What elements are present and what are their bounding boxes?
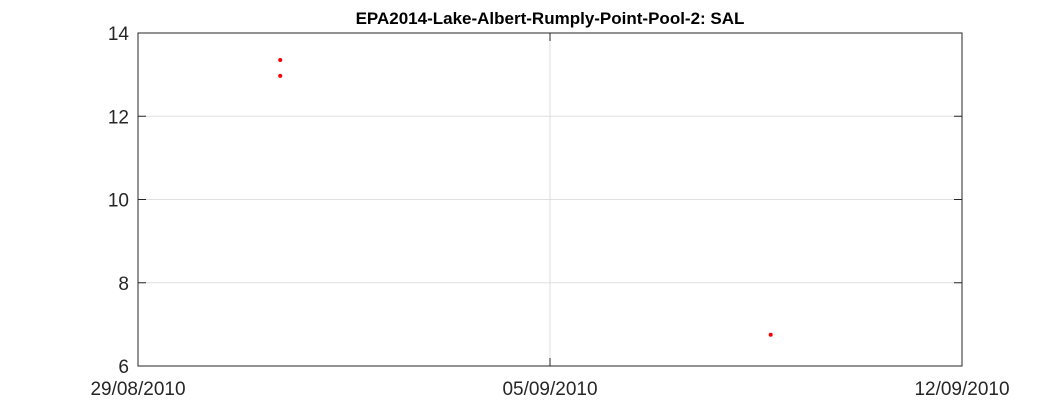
data-points [278, 58, 773, 337]
x-tick-label: 05/09/2010 [502, 379, 597, 400]
y-tick-label: 6 [118, 357, 129, 378]
grid-lines [138, 33, 962, 366]
x-tick-label: 12/09/2010 [914, 379, 1009, 400]
x-tick-label: 29/08/2010 [90, 379, 185, 400]
y-tick-label: 12 [108, 107, 129, 128]
data-point [278, 73, 283, 78]
chart-title: EPA2014-Lake-Albert-Rumply-Point-Pool-2:… [356, 9, 745, 28]
y-tick-label: 10 [108, 191, 129, 212]
x-axis-ticks: 29/08/2010 05/09/2010 12/09/2010 [90, 33, 1010, 400]
data-point [768, 332, 773, 337]
y-axis-ticks: 6 8 10 12 14 [108, 24, 962, 378]
data-point [278, 58, 283, 63]
y-tick-label: 14 [108, 24, 130, 45]
y-tick-label: 8 [118, 274, 129, 295]
